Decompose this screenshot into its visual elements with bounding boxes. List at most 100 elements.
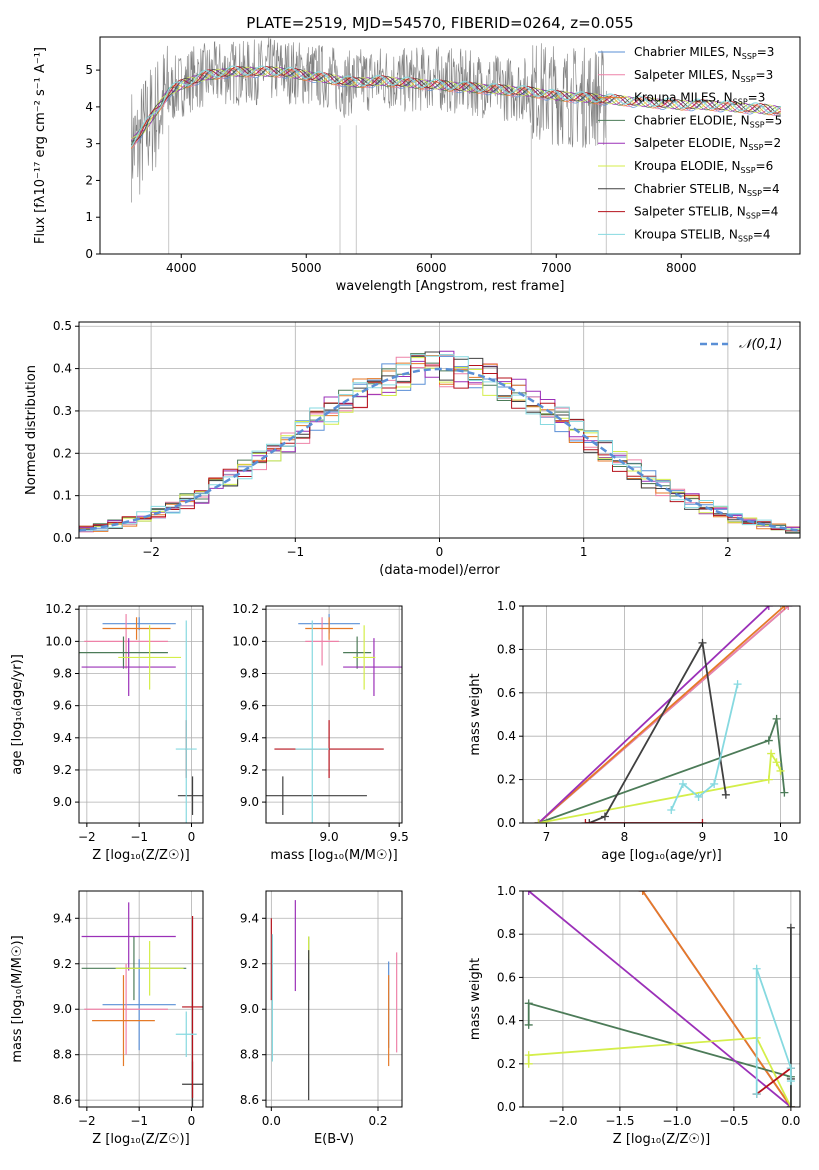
y-tick-label: 1.0 <box>497 884 516 898</box>
legend-count: =4 <box>753 227 771 241</box>
weight-marker <box>752 1090 761 1099</box>
y-axis-label: Flux [fλ10⁻¹⁷ erg cm⁻² s⁻¹ A⁻¹] <box>33 47 48 244</box>
weight-marker <box>600 812 609 821</box>
x-axis-label: Z [log₁₀(Z/Z☉)] <box>92 848 189 863</box>
x-tick-label: −1 <box>286 545 304 559</box>
figure-title: PLATE=2519, MJD=54570, FIBERID=0264, z=0… <box>246 14 633 32</box>
y-axis-label: mass weight <box>468 958 483 1040</box>
weight-marker <box>524 1059 533 1068</box>
plot-area-residuals <box>79 350 800 534</box>
y-tick-label: 9.6 <box>53 699 72 713</box>
axes-frame <box>265 605 403 824</box>
y-tick-label: 8.6 <box>53 1093 72 1107</box>
y-tick-label: 9.0 <box>240 795 259 809</box>
weight-marker <box>772 758 781 767</box>
x-tick-label: 0 <box>436 545 444 559</box>
y-tick-label: 5 <box>85 63 93 77</box>
y-tick-label: 0.4 <box>53 362 72 376</box>
y-tick-label: 0.2 <box>497 1057 516 1071</box>
weight-marker <box>733 680 742 689</box>
weight-line <box>641 891 792 1107</box>
y-tick-label: 1 <box>85 210 93 224</box>
weight-line <box>755 968 792 1094</box>
y-tick-label: 9.4 <box>240 911 259 925</box>
legend-count: =3 <box>757 45 775 59</box>
weight-marker <box>694 792 703 801</box>
plot-area-weight_vs_age <box>534 606 793 823</box>
legend-entry: Chabrier MILES, NSSP=3 <box>634 45 774 61</box>
weight-marker <box>764 775 773 784</box>
legend-subscript: SSP <box>733 98 748 107</box>
y-tick-label: 9.0 <box>53 1002 72 1016</box>
legend-count: =3 <box>756 68 774 82</box>
y-tick-label: 9.2 <box>53 957 72 971</box>
x-tick-label: 0 <box>188 830 196 844</box>
weight-marker <box>678 779 687 788</box>
x-axis-label: wavelength [Angstrom, rest frame] <box>336 279 565 294</box>
x-tick-label: −0.5 <box>719 1114 748 1128</box>
x-tick-label: 5000 <box>291 261 322 275</box>
weight-marker <box>698 819 707 823</box>
gaussian-curve <box>79 367 800 532</box>
histogram-step <box>79 354 800 531</box>
spectrum-model-line <box>130 67 782 149</box>
y-tick-label: 4 <box>85 100 93 114</box>
weight-marker <box>585 819 594 823</box>
spectrum-data-line <box>131 37 607 203</box>
panel-mass_vs_ebv: 0.0 0.2 8.6 8.8 9.0 9.2 9.4 E(B-V) <box>240 890 403 1147</box>
weight-marker <box>786 923 795 932</box>
y-tick-label: 0.4 <box>497 1014 516 1028</box>
weight-marker <box>767 749 776 758</box>
panel-age_vs_mass: 9.0 9.5 9.0 9.2 9.4 9.6 9.8 10.0 10.2 mass [log₁₀… <box>232 602 409 863</box>
panel-residuals: −2 −1 0 1 2 0.0 0.1 0.2 0.3 0.4 0.5 (data-model)/er… <box>24 319 801 578</box>
weight-marker <box>581 819 590 823</box>
panel-weight_vs_z: −2.0 −1.5 −1.0 −0.5 0.0 0.0 0.2 0.4 0.6 0.8 1.0 Z [… <box>468 884 801 1147</box>
plot-area-mass_vs_z <box>81 902 203 1107</box>
legend-entry: 𝒩(0,1) <box>739 337 782 352</box>
weight-marker <box>772 714 781 723</box>
y-tick-label: 0.2 <box>497 773 516 787</box>
panel-age_vs_z: −2 −1 0 9.0 9.2 9.4 9.6 9.8 10.0 10.2 Z [log₁₀(Z/Z… <box>10 602 204 863</box>
y-tick-label: 9.2 <box>240 763 259 777</box>
y-tick-label: 9.8 <box>240 667 259 681</box>
legend-subscript: SSP <box>748 143 763 152</box>
y-tick-label: 0.0 <box>497 816 516 830</box>
axes-frame <box>265 890 403 1108</box>
x-tick-label: 0.0 <box>781 1114 800 1128</box>
weight-marker <box>780 606 789 610</box>
weight-marker <box>698 638 707 647</box>
y-tick-label: 9.4 <box>53 731 72 745</box>
y-tick-label: 0.0 <box>53 531 72 545</box>
y-tick-label: 0.2 <box>53 446 72 460</box>
y-axis-label: Normed distribution <box>24 365 39 495</box>
legend-subscript: SSP <box>746 212 761 221</box>
weight-marker <box>721 790 730 799</box>
y-axis-label: mass weight <box>468 673 483 755</box>
legend-entry: Salpeter STELIB, NSSP=4 <box>634 205 778 221</box>
weight-marker <box>534 819 543 823</box>
legend-entry: Salpeter ELODIE, NSSP=2 <box>634 136 781 152</box>
x-tick-label: 6000 <box>416 261 447 275</box>
weight-marker <box>764 606 773 610</box>
weight-marker <box>524 1051 533 1060</box>
x-axis-label: Z [log₁₀(Z/Z☉)] <box>613 1132 710 1147</box>
plot-area-mass_vs_ebv <box>270 900 398 1101</box>
legend-entry: Chabrier STELIB, NSSP=4 <box>634 182 780 198</box>
spectrum-model-line <box>131 65 782 146</box>
x-axis-label: (data-model)/error <box>379 563 500 578</box>
legend-entry: Kroupa STELIB, NSSP=4 <box>634 227 771 243</box>
weight-marker <box>786 1064 795 1073</box>
weight-line <box>528 891 792 1107</box>
y-tick-label: 10.0 <box>45 634 72 648</box>
x-tick-label: 9 <box>699 830 707 844</box>
legend-entry: Kroupa MILES, NSSP=3 <box>634 91 765 107</box>
x-tick-label: −1.0 <box>662 1114 691 1128</box>
x-tick-label: 1 <box>580 545 588 559</box>
axes-frame <box>522 605 801 824</box>
weight-marker <box>524 891 533 895</box>
y-tick-label: 9.8 <box>53 667 72 681</box>
axes-frame <box>78 321 801 539</box>
x-tick-label: −1.5 <box>605 1114 634 1128</box>
x-tick-label: 9.5 <box>390 830 409 844</box>
